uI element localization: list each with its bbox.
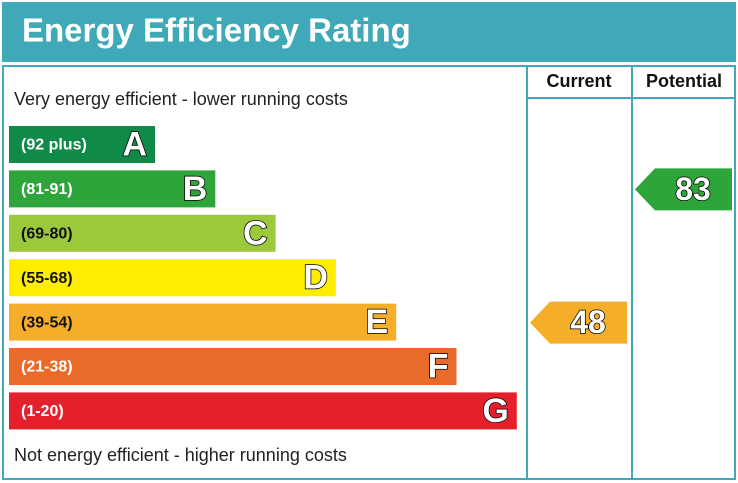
band-letter: E (366, 303, 389, 341)
band-letter: F (428, 347, 449, 385)
band-letter: G (482, 392, 508, 430)
band-range: (92 plus) (21, 137, 87, 154)
column-header: Current (546, 71, 611, 91)
rating-arrow (635, 168, 732, 211)
band-letter: B (183, 170, 208, 208)
title-bar (2, 2, 736, 62)
column-header: Potential (646, 71, 722, 91)
band-letter: D (303, 259, 328, 297)
band-range: (55-68) (21, 270, 73, 287)
rating-arrow (530, 301, 627, 344)
band-bar (9, 392, 517, 430)
band-range: (1-20) (21, 403, 64, 420)
rating-value: 48 (570, 304, 606, 340)
band-letter: A (122, 125, 147, 163)
bottom-note: Not energy efficient - higher running co… (14, 445, 347, 465)
frame (2, 65, 736, 480)
band-range: (39-54) (21, 314, 73, 331)
chart-title: Energy Efficiency Rating (22, 12, 411, 49)
band-bar (9, 170, 216, 208)
band-bar (9, 348, 457, 385)
band-bar (9, 303, 397, 341)
band-range: (81-91) (21, 181, 73, 198)
band-range: (69-80) (21, 226, 73, 243)
top-note: Very energy efficient - lower running co… (14, 89, 348, 109)
band-bar (9, 214, 276, 252)
rating-value: 83 (675, 171, 711, 207)
band-bar (9, 126, 155, 163)
band-range: (21-38) (21, 359, 73, 376)
band-bar (9, 259, 336, 297)
band-letter: C (243, 214, 268, 252)
